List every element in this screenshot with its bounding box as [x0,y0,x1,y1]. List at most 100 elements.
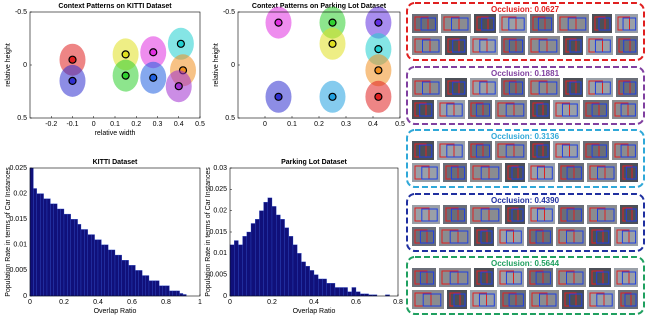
cluster-center [328,92,337,101]
target-box [620,103,636,117]
x-tick-label: 0.1 [287,121,297,128]
chart-title: Parking Lot Dataset [281,159,347,166]
bar [97,239,102,297]
bar [326,283,331,297]
occlusion-label: Occlusion: 0.0627 [491,5,560,14]
target-box [566,166,582,180]
bar [263,201,268,297]
bar [318,278,323,297]
chart-title: Context Patterns on KITTI Dataset [58,3,172,10]
x-tick-label: 0.2 [314,121,324,128]
target-box [596,271,610,285]
target-box [508,17,525,31]
target-box [591,103,607,117]
target-box [596,293,613,307]
y-tick-label: 0.02 [213,208,227,215]
x-axis-label: relative width [95,130,136,137]
occlusion-label: Occlusion: 0.1881 [491,69,560,78]
target-box [508,81,524,95]
target-box [536,144,549,158]
target-box [561,103,578,117]
bar [36,193,41,297]
target-box [446,103,463,117]
target-box [598,17,611,31]
y-tick-label: 0 [231,62,235,69]
bar [172,290,177,297]
cluster-center [274,92,283,101]
bar [138,270,143,297]
bar [125,260,129,297]
car-image [470,290,497,309]
plot-frame [229,167,399,297]
car-image [527,227,553,246]
bar [142,275,146,297]
target-box [566,208,582,222]
car-image [587,290,615,309]
target-box [511,208,524,222]
bar [165,285,170,297]
bar [297,253,302,297]
target-box [621,271,637,285]
target-box [535,230,551,244]
target-box [451,17,469,31]
car-image [618,290,638,309]
car-image [412,78,442,97]
y-tick-label: 0.005 [209,272,227,279]
bar [108,249,112,297]
cluster-center [68,76,77,86]
y-tick-label: -0.5 [223,9,235,16]
car-image [586,78,613,97]
occlusion-label: Occlusion: 0.3136 [491,132,560,141]
x-tick-label: 0.2 [131,121,141,128]
occlusion-label: Occlusion: 0.4390 [491,196,560,205]
x-tick-label: 0 [28,299,32,306]
target-box [480,208,500,222]
bar [288,236,294,297]
car-image [501,36,525,55]
target-box [511,166,524,180]
y-axis-label: relative height [213,43,220,87]
target-box [623,39,637,53]
car-image [528,205,555,224]
target-box [422,39,440,53]
car-image [412,268,436,287]
bar [118,254,122,297]
bar [234,240,239,297]
target-box [420,17,436,31]
target-box [475,144,491,158]
car-image [443,205,467,224]
car-image [443,163,467,182]
target-box [536,166,553,180]
cluster-center [121,71,130,80]
car-image [439,227,471,246]
car-image [614,268,638,287]
plot-frame [29,11,201,119]
bar [159,285,163,297]
target-box [535,271,551,285]
target-box [421,208,438,222]
bar [271,206,277,297]
x-tick-label: 0.6 [351,299,361,306]
car-image [528,163,555,182]
bar [60,208,65,297]
plot-frame [29,167,201,297]
target-box [569,81,582,95]
car-image [589,268,611,287]
car-image [556,227,586,246]
bar [101,244,105,297]
car-image [528,78,560,97]
car-image [497,268,524,287]
bar [276,214,281,297]
target-box [452,39,466,53]
bar [77,224,82,297]
car-image [616,36,638,55]
bar [131,265,136,297]
car-image [530,100,550,119]
car-image [612,141,638,160]
cluster-center [149,48,158,57]
target-box [480,271,493,285]
target-box [419,103,433,117]
target-box [622,17,637,31]
x-tick-label: 0.4 [309,299,319,306]
target-box [561,144,578,158]
